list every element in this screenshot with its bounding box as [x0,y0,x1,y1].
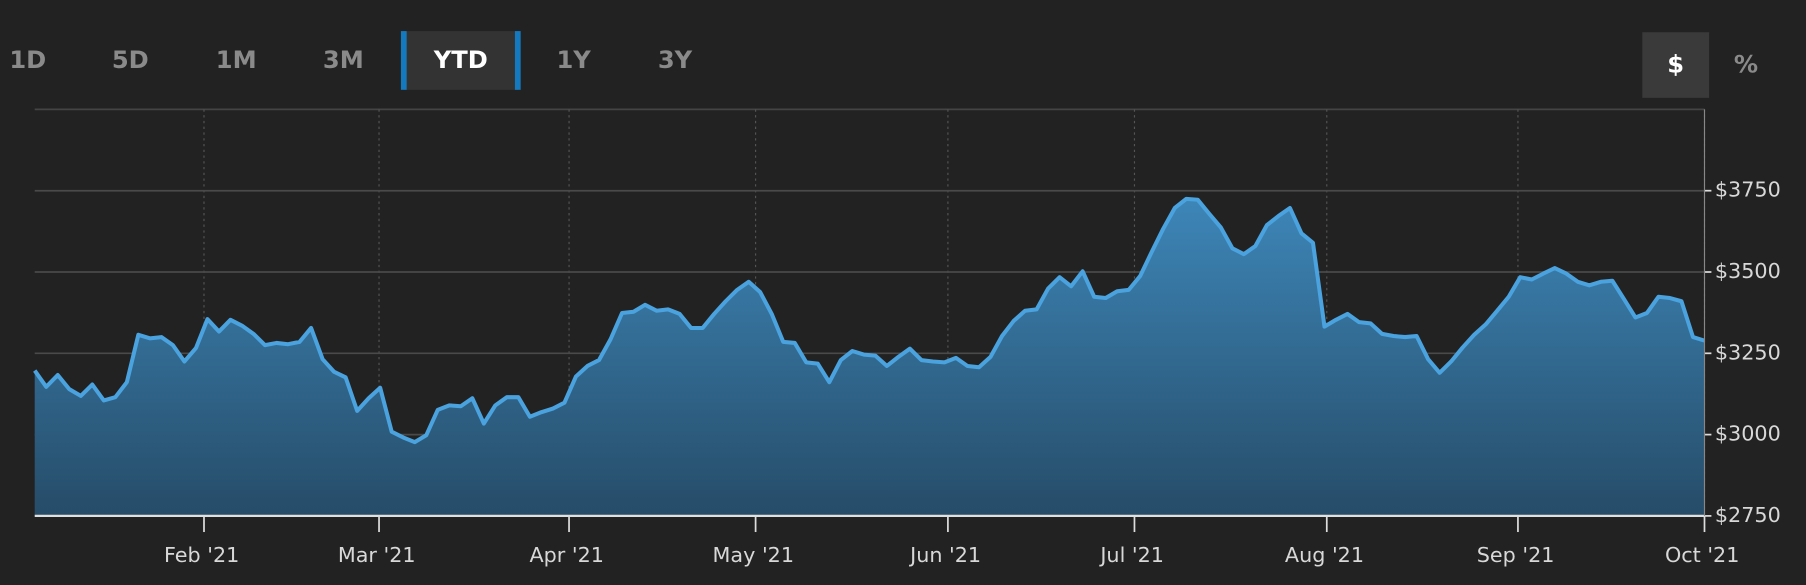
price-line [33,196,1706,445]
unit-toggle[interactable]: % [1734,51,1758,79]
x-tick-label: Apr '21 [529,543,603,567]
x-tick-label: Sep '21 [1477,543,1555,567]
selected-tab-bg [403,31,519,90]
chart: Feb '21 Mar '21 Apr '21 May '21 Jun '21 Jul '… [33,108,1781,567]
x-tick-label: May '21 [713,543,794,567]
y-tick-label: $3750 [1715,178,1781,202]
range-tab[interactable]: 1M [216,46,257,74]
range-tab[interactable]: 1Y [556,46,591,74]
selected-unit-bg [1642,32,1710,98]
y-tick-label: $2750 [1715,503,1781,527]
tab-border [514,31,521,90]
range-tab[interactable]: 5D [112,46,149,74]
tab-border [400,31,407,90]
x-tick-label: Oct '21 [1665,543,1739,567]
x-tick-label: Jun '21 [908,543,981,567]
x-tick-label: Jul '21 [1098,543,1164,567]
range-tab[interactable]: 1D [9,46,46,74]
x-tick-label: Mar '21 [338,543,416,567]
range-tab[interactable]: 3M [323,46,364,74]
y-tick-label: $3000 [1715,422,1781,446]
x-tick-label: Aug '21 [1285,543,1364,567]
y-tick-label: $3250 [1715,340,1781,364]
range-tab[interactable]: YTD [433,46,488,74]
x-tick-label: Feb '21 [164,543,239,567]
range-tab[interactable]: 3Y [658,46,693,74]
y-tick-label: $3500 [1715,259,1781,283]
unit-toggle[interactable]: $ [1667,51,1684,79]
area-fill [34,198,1705,516]
range-tabs: 1D 5D 1M 3M YTD 1Y 3Y $% [9,31,1758,98]
